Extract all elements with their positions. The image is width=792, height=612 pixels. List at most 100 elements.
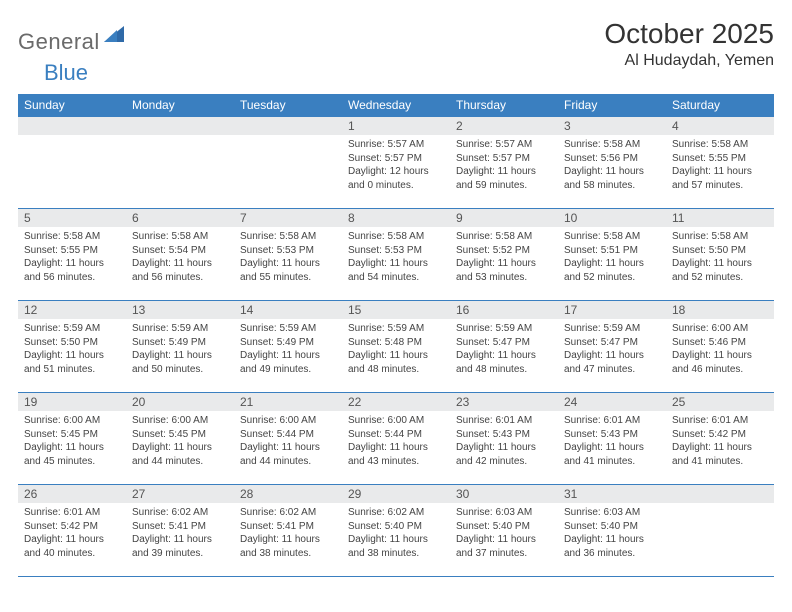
day-number: 25 xyxy=(666,393,774,411)
day-number: 30 xyxy=(450,485,558,503)
day-number: 5 xyxy=(18,209,126,227)
calendar-cell xyxy=(666,485,774,577)
title-block: October 2025 Al Hudaydah, Yemen xyxy=(604,18,774,70)
day-info: Sunrise: 5:59 AMSunset: 5:50 PMDaylight:… xyxy=(18,319,126,380)
day-number: 31 xyxy=(558,485,666,503)
day-number: 29 xyxy=(342,485,450,503)
day-number: 11 xyxy=(666,209,774,227)
day-number: 19 xyxy=(18,393,126,411)
calendar-table: Sunday Monday Tuesday Wednesday Thursday… xyxy=(18,94,774,577)
calendar-cell: 5Sunrise: 5:58 AMSunset: 5:55 PMDaylight… xyxy=(18,209,126,301)
brand-logo: General xyxy=(18,18,126,57)
weekday-header: Saturday xyxy=(666,94,774,117)
day-number: 27 xyxy=(126,485,234,503)
day-number-empty xyxy=(18,117,126,135)
day-info: Sunrise: 6:02 AMSunset: 5:40 PMDaylight:… xyxy=(342,503,450,564)
day-number: 23 xyxy=(450,393,558,411)
day-number: 16 xyxy=(450,301,558,319)
calendar-cell: 22Sunrise: 6:00 AMSunset: 5:44 PMDayligh… xyxy=(342,393,450,485)
calendar-cell: 10Sunrise: 5:58 AMSunset: 5:51 PMDayligh… xyxy=(558,209,666,301)
day-number: 18 xyxy=(666,301,774,319)
day-number: 6 xyxy=(126,209,234,227)
day-info: Sunrise: 5:59 AMSunset: 5:49 PMDaylight:… xyxy=(126,319,234,380)
day-info: Sunrise: 5:58 AMSunset: 5:51 PMDaylight:… xyxy=(558,227,666,288)
day-info: Sunrise: 5:58 AMSunset: 5:52 PMDaylight:… xyxy=(450,227,558,288)
day-number: 14 xyxy=(234,301,342,319)
day-info: Sunrise: 5:58 AMSunset: 5:53 PMDaylight:… xyxy=(234,227,342,288)
day-number: 10 xyxy=(558,209,666,227)
calendar-cell: 3Sunrise: 5:58 AMSunset: 5:56 PMDaylight… xyxy=(558,117,666,209)
calendar-cell: 4Sunrise: 5:58 AMSunset: 5:55 PMDaylight… xyxy=(666,117,774,209)
day-number: 24 xyxy=(558,393,666,411)
calendar-cell xyxy=(234,117,342,209)
calendar-cell: 1Sunrise: 5:57 AMSunset: 5:57 PMDaylight… xyxy=(342,117,450,209)
calendar-cell: 14Sunrise: 5:59 AMSunset: 5:49 PMDayligh… xyxy=(234,301,342,393)
calendar-cell xyxy=(126,117,234,209)
day-info: Sunrise: 6:03 AMSunset: 5:40 PMDaylight:… xyxy=(558,503,666,564)
calendar-cell: 26Sunrise: 6:01 AMSunset: 5:42 PMDayligh… xyxy=(18,485,126,577)
day-info: Sunrise: 6:00 AMSunset: 5:45 PMDaylight:… xyxy=(126,411,234,472)
calendar-cell: 29Sunrise: 6:02 AMSunset: 5:40 PMDayligh… xyxy=(342,485,450,577)
day-number: 4 xyxy=(666,117,774,135)
day-number: 26 xyxy=(18,485,126,503)
calendar-cell: 2Sunrise: 5:57 AMSunset: 5:57 PMDaylight… xyxy=(450,117,558,209)
calendar-row: 1Sunrise: 5:57 AMSunset: 5:57 PMDaylight… xyxy=(18,117,774,209)
calendar-cell: 9Sunrise: 5:58 AMSunset: 5:52 PMDaylight… xyxy=(450,209,558,301)
day-number: 17 xyxy=(558,301,666,319)
calendar-cell: 8Sunrise: 5:58 AMSunset: 5:53 PMDaylight… xyxy=(342,209,450,301)
brand-name-a: General xyxy=(18,29,100,55)
day-info: Sunrise: 5:59 AMSunset: 5:47 PMDaylight:… xyxy=(558,319,666,380)
calendar-cell: 15Sunrise: 5:59 AMSunset: 5:48 PMDayligh… xyxy=(342,301,450,393)
calendar-cell: 16Sunrise: 5:59 AMSunset: 5:47 PMDayligh… xyxy=(450,301,558,393)
day-info: Sunrise: 5:59 AMSunset: 5:49 PMDaylight:… xyxy=(234,319,342,380)
calendar-cell: 7Sunrise: 5:58 AMSunset: 5:53 PMDaylight… xyxy=(234,209,342,301)
day-number: 3 xyxy=(558,117,666,135)
weekday-header: Wednesday xyxy=(342,94,450,117)
day-info: Sunrise: 5:59 AMSunset: 5:47 PMDaylight:… xyxy=(450,319,558,380)
day-number: 13 xyxy=(126,301,234,319)
calendar-cell: 21Sunrise: 6:00 AMSunset: 5:44 PMDayligh… xyxy=(234,393,342,485)
calendar-cell: 13Sunrise: 5:59 AMSunset: 5:49 PMDayligh… xyxy=(126,301,234,393)
day-info: Sunrise: 6:00 AMSunset: 5:46 PMDaylight:… xyxy=(666,319,774,380)
title-month: October 2025 xyxy=(604,18,774,50)
day-number: 9 xyxy=(450,209,558,227)
weekday-header: Friday xyxy=(558,94,666,117)
day-info: Sunrise: 5:58 AMSunset: 5:55 PMDaylight:… xyxy=(18,227,126,288)
calendar-cell: 30Sunrise: 6:03 AMSunset: 5:40 PMDayligh… xyxy=(450,485,558,577)
day-info: Sunrise: 6:00 AMSunset: 5:44 PMDaylight:… xyxy=(234,411,342,472)
day-info: Sunrise: 6:01 AMSunset: 5:42 PMDaylight:… xyxy=(666,411,774,472)
calendar-cell xyxy=(18,117,126,209)
calendar-cell: 17Sunrise: 5:59 AMSunset: 5:47 PMDayligh… xyxy=(558,301,666,393)
weekday-header: Thursday xyxy=(450,94,558,117)
day-info: Sunrise: 6:00 AMSunset: 5:44 PMDaylight:… xyxy=(342,411,450,472)
calendar-row: 5Sunrise: 5:58 AMSunset: 5:55 PMDaylight… xyxy=(18,209,774,301)
day-number: 1 xyxy=(342,117,450,135)
day-info: Sunrise: 5:57 AMSunset: 5:57 PMDaylight:… xyxy=(342,135,450,196)
calendar-cell: 24Sunrise: 6:01 AMSunset: 5:43 PMDayligh… xyxy=(558,393,666,485)
day-number-empty xyxy=(666,485,774,503)
day-info: Sunrise: 6:02 AMSunset: 5:41 PMDaylight:… xyxy=(234,503,342,564)
day-info: Sunrise: 6:01 AMSunset: 5:43 PMDaylight:… xyxy=(558,411,666,472)
day-info: Sunrise: 6:00 AMSunset: 5:45 PMDaylight:… xyxy=(18,411,126,472)
calendar-row: 26Sunrise: 6:01 AMSunset: 5:42 PMDayligh… xyxy=(18,485,774,577)
day-info: Sunrise: 6:02 AMSunset: 5:41 PMDaylight:… xyxy=(126,503,234,564)
weekday-header: Sunday xyxy=(18,94,126,117)
weekday-header: Tuesday xyxy=(234,94,342,117)
calendar-cell: 25Sunrise: 6:01 AMSunset: 5:42 PMDayligh… xyxy=(666,393,774,485)
day-info: Sunrise: 5:58 AMSunset: 5:54 PMDaylight:… xyxy=(126,227,234,288)
calendar-cell: 20Sunrise: 6:00 AMSunset: 5:45 PMDayligh… xyxy=(126,393,234,485)
day-info: Sunrise: 6:03 AMSunset: 5:40 PMDaylight:… xyxy=(450,503,558,564)
calendar-row: 19Sunrise: 6:00 AMSunset: 5:45 PMDayligh… xyxy=(18,393,774,485)
brand-name-b: Blue xyxy=(44,60,88,86)
day-number: 7 xyxy=(234,209,342,227)
day-number: 21 xyxy=(234,393,342,411)
sail-icon xyxy=(104,26,124,47)
day-number-empty xyxy=(234,117,342,135)
calendar-cell: 6Sunrise: 5:58 AMSunset: 5:54 PMDaylight… xyxy=(126,209,234,301)
day-number: 28 xyxy=(234,485,342,503)
day-number: 20 xyxy=(126,393,234,411)
day-number: 22 xyxy=(342,393,450,411)
calendar-cell: 18Sunrise: 6:00 AMSunset: 5:46 PMDayligh… xyxy=(666,301,774,393)
day-info: Sunrise: 5:58 AMSunset: 5:53 PMDaylight:… xyxy=(342,227,450,288)
day-info: Sunrise: 5:58 AMSunset: 5:55 PMDaylight:… xyxy=(666,135,774,196)
